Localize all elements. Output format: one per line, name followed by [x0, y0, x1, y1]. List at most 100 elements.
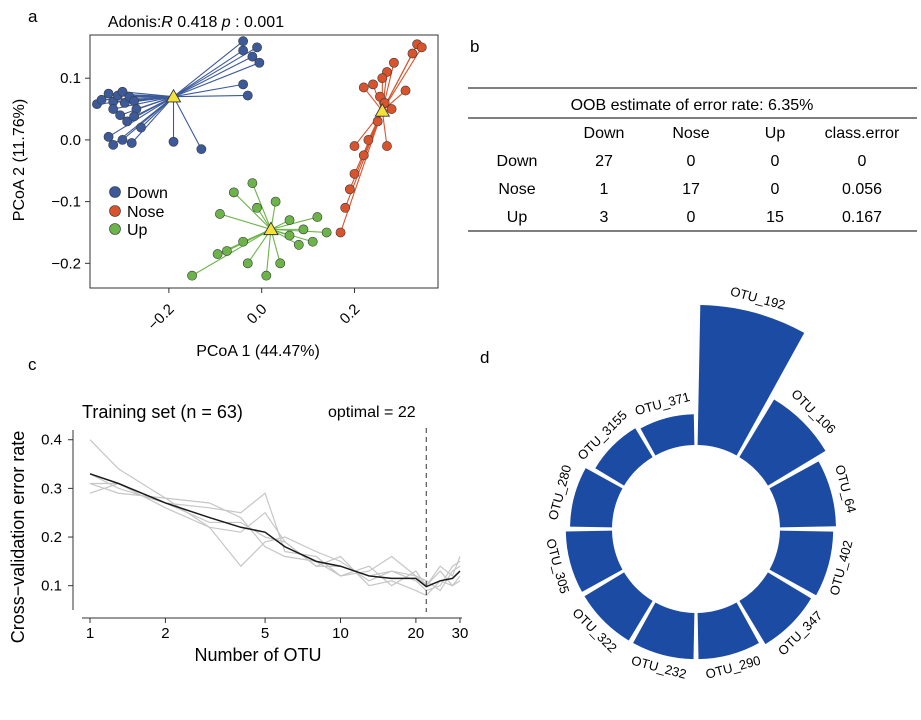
radial-bar	[739, 399, 826, 486]
pcoa-point-down	[117, 135, 128, 145]
radial-bar	[739, 572, 812, 645]
cv-mean-line	[89, 473, 461, 588]
table-cell: 0	[771, 153, 780, 170]
cv-xlabel: Number of OTU	[194, 645, 321, 665]
pcoa-point-up	[307, 236, 318, 247]
pcoa-spoke-down	[173, 94, 248, 98]
pcoa-point-up	[215, 209, 225, 219]
table-title: OOB estimate of error rate: 6.35%	[571, 97, 814, 114]
pcoa-spoke-down	[173, 56, 253, 98]
pcoa-point-down	[252, 42, 262, 53]
pcoa-point-down	[126, 138, 137, 148]
pcoa-point-down	[196, 144, 207, 155]
table-header-cell: Nose	[672, 125, 709, 142]
pcoa-point-nose	[349, 168, 360, 179]
pcoa-ytick-label: 0.1	[60, 70, 81, 87]
table-cell: 17	[682, 181, 700, 198]
pcoa-point-nose	[389, 57, 399, 68]
pcoa-point-up	[312, 212, 323, 222]
pcoa-point-down	[168, 136, 179, 147]
cv-xtick-label: 10	[332, 625, 349, 642]
table-cell: 0.056	[842, 181, 882, 198]
pcoa-point-nose	[386, 104, 397, 114]
table-header-cell: Up	[765, 125, 786, 142]
radial-bar	[584, 572, 653, 641]
legend-label-nose: Nose	[127, 204, 164, 221]
pcoa-point-nose	[358, 82, 369, 93]
pcoa-point-up	[298, 224, 309, 235]
pcoa-point-nose	[358, 150, 369, 161]
radial-bar	[633, 602, 695, 660]
pcoa-point-down	[254, 57, 265, 68]
radial-bar	[769, 461, 836, 528]
radial-bar-label: OTU_280	[545, 463, 574, 521]
pcoa-point-up	[221, 246, 232, 256]
table-cell: 0	[771, 181, 780, 198]
pcoa-centroid-nose	[374, 102, 391, 117]
pcoa-point-up	[284, 215, 295, 226]
pcoa-spoke-down	[119, 96, 174, 116]
pcoa-point-up	[228, 187, 239, 198]
radial-bar-label: OTU_192	[729, 284, 787, 313]
table-header-cell: Down	[584, 125, 625, 142]
radial-bar	[570, 468, 623, 528]
pcoa-xlabel: PCoA 1 (44.47%)	[196, 343, 320, 360]
pcoa-point-nose	[335, 227, 346, 238]
pcoa-spoke-nose	[340, 110, 383, 233]
radial-bar	[769, 530, 834, 596]
pcoa-point-up	[321, 227, 332, 238]
table-cell: 15	[766, 209, 784, 226]
pcoa-point-nose	[416, 42, 427, 53]
legend-marker-up	[109, 223, 121, 235]
cv-panel: Training set (n = 63) optimal = 22 1 2 5 10…	[8, 402, 468, 665]
radial-bar	[697, 305, 805, 456]
radial-bar-label: OTU_371	[633, 389, 691, 418]
legend-label-down: Down	[127, 185, 168, 202]
pcoa-centroid-up	[263, 221, 279, 236]
cv-xtick-label: 2	[161, 625, 169, 642]
cv-xtick-label: 30	[452, 625, 469, 642]
pcoa-point-down	[103, 88, 114, 99]
pcoa-point-down	[238, 36, 249, 47]
table-cell: 0	[687, 153, 696, 170]
cv-replicate-line	[90, 482, 461, 592]
cv-title: Training set (n = 63)	[82, 402, 243, 422]
radial-bar-label: OTU_64	[832, 463, 859, 514]
pcoa-spoke-up	[219, 213, 272, 230]
pcoa-point-nose	[372, 116, 383, 127]
pcoa-point-down	[242, 90, 253, 101]
pcoa-spoke-down	[131, 96, 174, 144]
pcoa-spoke-down	[173, 49, 244, 98]
cv-xtick-label: 5	[261, 625, 269, 642]
panel-letter-a: a	[28, 7, 38, 26]
pcoa-point-down	[108, 139, 119, 150]
pcoa-centroid-down	[165, 88, 182, 103]
pcoa-spoke-down	[173, 96, 202, 150]
pcoa-point-nose	[368, 79, 378, 90]
pcoa-spoke-up	[265, 229, 272, 276]
cv-optimal-label: optimal = 22	[328, 404, 416, 421]
radial-bar	[697, 602, 759, 660]
cv-ytick-label: 0.2	[41, 529, 62, 546]
cv-replicate-line	[89, 439, 461, 587]
pcoa-point-up	[242, 258, 253, 269]
radial-panel: OTU_192OTU_106OTU_64OTU_402OTU_347OTU_29…	[543, 284, 859, 682]
pcoa-point-down	[103, 131, 114, 142]
pcoa-point-down	[247, 51, 258, 62]
pcoa-point-up	[261, 270, 272, 281]
radial-bar	[595, 428, 653, 486]
pcoa-spoke-nose	[363, 87, 383, 112]
radial-bar	[640, 414, 695, 456]
pcoa-point-up	[284, 230, 295, 241]
table-header-cell: class.error	[825, 125, 900, 142]
pcoa-spoke-down	[108, 96, 174, 138]
pcoa-point-up	[187, 270, 197, 281]
pcoa-xtick-label: 0.2	[337, 301, 364, 328]
radial-bar	[565, 530, 623, 592]
pcoa-panel: Adonis:R 0.418 p : 0.001 −0.2 0.0 0.2 −0.2 −…	[11, 14, 439, 360]
pcoa-point-nose	[340, 202, 351, 213]
pcoa-spoke-down	[173, 40, 244, 98]
pcoa-title: Adonis:R 0.418 p : 0.001	[108, 14, 284, 31]
pcoa-point-up	[252, 202, 262, 213]
